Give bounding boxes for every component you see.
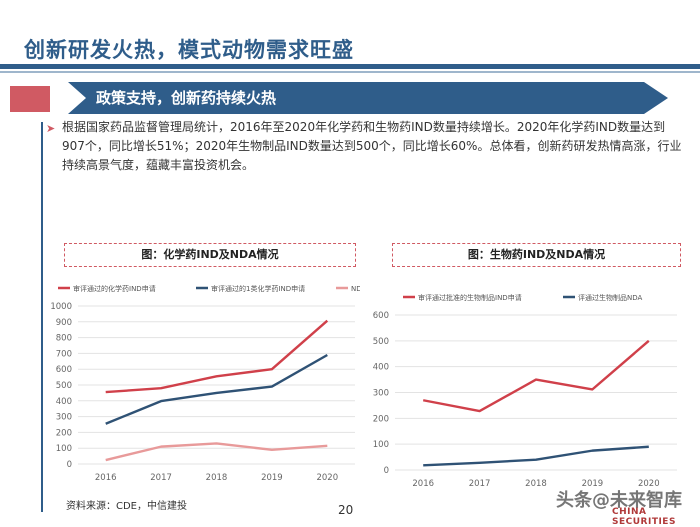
chart2-title: 图：生物药IND及NDA情况 (467, 248, 606, 261)
chart1-xtick-label: 2018 (206, 473, 228, 483)
page-title: 创新研发火热，模式动物需求旺盛 (24, 38, 354, 62)
chart2-ytick-label: 500 (373, 337, 389, 347)
chart2-ytick-label: 200 (373, 414, 389, 424)
chart2-xtick-label: 2018 (525, 479, 547, 489)
brand-name: CHINA SECURITIES (612, 507, 676, 527)
bullet-arrow-icon: ➤ (46, 122, 56, 135)
header-divider-thin (0, 71, 700, 73)
header-divider (0, 64, 700, 69)
chart1-ytick-label: 100 (56, 444, 72, 454)
page-number: 20 (338, 503, 354, 517)
summary-paragraph: 根据国家药品监督管理局统计，2016年至2020年化学药和生物药IND数量持续增… (62, 120, 682, 172)
chart2-ytick-label: 600 (373, 311, 389, 321)
chart1-ytick-label: 300 (56, 413, 72, 423)
ribbon-banner (68, 82, 668, 114)
chart2-series-line (423, 445, 649, 467)
chart2-xtick-label: 2016 (412, 479, 434, 489)
chart2-xtick-label: 2017 (469, 479, 491, 489)
chart1-xtick-label: 2020 (316, 473, 338, 483)
chart2-legend-label: 评通过生物制品NDA (578, 293, 643, 302)
chemical-drug-chart: 0 100 200 300 400 500 600 700 800 900 1000 2016 2017… (50, 284, 360, 483)
biologic-drug-chart: 0 100 200 300 400 500 600 2016 2017 2018 2019 2020 审… (373, 293, 677, 489)
chart1-ytick-label: 1000 (50, 302, 72, 312)
chart1-ytick-label: 700 (56, 349, 72, 359)
chart2-ytick-label: 400 (373, 363, 389, 373)
chart1-legend-label: 审评通过的1类化学药IND申请 (211, 284, 305, 293)
chart1-title: 图：化学药IND及NDA情况 (141, 248, 279, 261)
section-title: 政策支持，创新药持续火热 (96, 89, 277, 107)
ribbon-accent (10, 86, 50, 112)
section-ribbon: 政策支持，创新药持续火热 (10, 82, 670, 114)
chart1-legend-label: 审评通过的化学药IND申请 (73, 284, 156, 293)
chart1-ytick-label: 600 (56, 365, 72, 375)
chart2-xtick-label: 2020 (638, 479, 660, 489)
chart1-xtick-label: 2019 (261, 473, 283, 483)
chart2-title-box: 图：生物药IND及NDA情况 (392, 243, 681, 267)
chart1-title-box: 图：化学药IND及NDA情况 (64, 243, 356, 267)
left-rule (41, 122, 43, 512)
chart1-xtick-label: 2017 (150, 473, 172, 483)
data-source: 资料来源：CDE，中信建投 (66, 501, 188, 512)
chart1-ytick-label: 0 (67, 460, 72, 470)
chart1-ytick-label: 800 (56, 334, 72, 344)
chart1-series-line (105, 353, 328, 425)
chart1-legend-label: NDA (351, 285, 360, 293)
chart1-ytick-label: 400 (56, 397, 72, 407)
chart1-series-line (105, 442, 328, 462)
chart2-series-line (422, 339, 650, 413)
chart1-ytick-label: 900 (56, 318, 72, 328)
chart1-ytick-label: 500 (56, 381, 72, 391)
chart1-xtick-label: 2016 (95, 473, 117, 483)
chart2-ytick-label: 0 (384, 466, 389, 476)
chart2-xtick-label: 2019 (582, 479, 604, 489)
chart2-ytick-label: 100 (373, 440, 389, 450)
chart1-series-line (105, 319, 329, 394)
chart2-ytick-label: 300 (373, 389, 389, 399)
chart1-ytick-label: 200 (56, 428, 72, 438)
watermark: 头条@未来智库 (556, 490, 682, 511)
chart2-legend-label: 审评通过批准的生物制品IND申请 (418, 293, 522, 302)
